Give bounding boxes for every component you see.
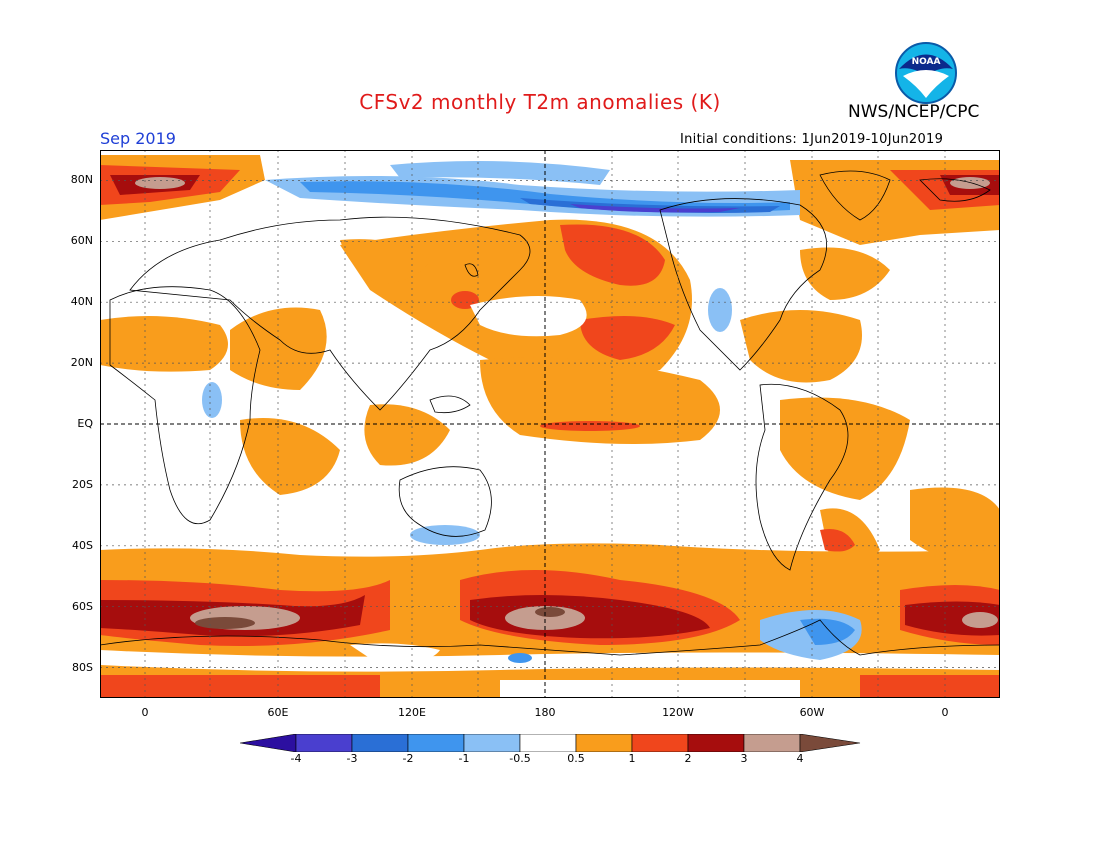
colorbar-swatch-4 [463,734,521,752]
lon-label-60e: 60E [267,706,289,719]
colorbar-label: 2 [684,752,692,765]
noaa-logo-text: NOAA [912,57,941,67]
lat-label-20n: 20N [70,356,93,369]
anomaly-fields [100,155,1000,698]
colorbar-label: 4 [796,752,804,765]
map-title: CFSv2 monthly T2m anomalies (K) [359,90,721,114]
colorbar-swatch-2 [351,734,409,752]
lat-label-40n: 40N [70,295,93,308]
colorbar-label: 1 [628,752,636,765]
colorbar-swatch-3 [407,734,465,752]
colorbar-label: -0.5 [509,752,531,765]
colorbar-label: 3 [740,752,748,765]
colorbar-arrow-high [799,734,861,752]
lat-label-40s: 40S [72,539,93,552]
agency-label: NWS/NCEP/CPC [848,102,980,122]
colorbar-swatch-5 [519,734,577,752]
colorbar [240,734,861,752]
colorbar-swatch-8 [687,734,745,752]
valid-month: Sep 2019 [100,129,176,148]
lat-label-80n: 80N [70,173,93,186]
lon-label-120w: 120W [662,706,694,719]
lat-label-60n: 60N [70,234,93,247]
lat-label-80s: 80S [72,661,93,674]
lon-label-120e: 120E [398,706,426,719]
lon-label-0-right: 0 [941,706,949,719]
lat-lon-grid [100,150,1000,698]
colorbar-swatch-1 [295,734,353,752]
map-frame [100,150,1000,698]
colorbar-label: -1 [458,752,470,765]
initial-conditions: Initial conditions: 1Jun2019-10Jun2019 [680,132,944,147]
colorbar-swatch-7 [631,734,689,752]
lon-label-180: 180 [534,706,556,719]
colorbar-swatch-6 [575,734,633,752]
colorbar-arrow-low [240,734,297,752]
colorbar-label: -2 [402,752,414,765]
colorbar-label: -4 [290,752,302,765]
noaa-logo: NOAA [895,42,957,104]
lon-label-0: 0 [141,706,149,719]
colorbar-label: 0.5 [567,752,585,765]
lat-label-eq: EQ [77,417,93,430]
lat-label-20s: 20S [72,478,93,491]
colorbar-swatch-9 [743,734,801,752]
coastlines [100,170,1000,656]
colorbar-label: -3 [346,752,358,765]
anomaly-map [100,150,1000,698]
lat-label-60s: 60S [72,600,93,613]
lon-label-60w: 60W [799,706,825,719]
